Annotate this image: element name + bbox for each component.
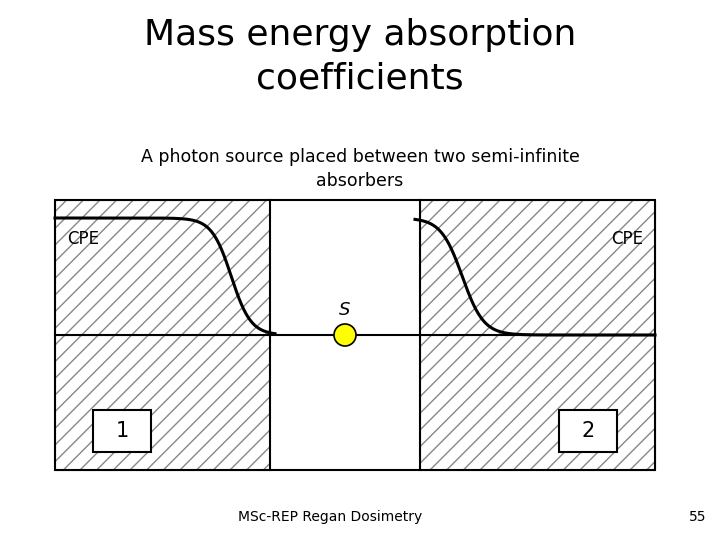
Text: 2: 2: [581, 421, 595, 441]
Text: A photon source placed between two semi-infinite
absorbers: A photon source placed between two semi-…: [140, 148, 580, 190]
Circle shape: [334, 324, 356, 346]
Bar: [420, 200, 655, 335]
Text: Mass energy absorption
coefficients: Mass energy absorption coefficients: [144, 18, 576, 96]
Text: 55: 55: [688, 510, 706, 524]
Bar: [93, 410, 151, 452]
Bar: [55, 335, 270, 470]
Bar: [270, 200, 420, 470]
Bar: [55, 200, 655, 470]
Bar: [55, 200, 270, 335]
Text: CPE: CPE: [67, 230, 99, 248]
Text: MSc-REP Regan Dosimetry: MSc-REP Regan Dosimetry: [238, 510, 422, 524]
Text: S: S: [339, 301, 351, 319]
Bar: [420, 335, 655, 470]
Text: 1: 1: [115, 421, 129, 441]
Text: CPE: CPE: [611, 230, 643, 248]
Bar: [559, 410, 617, 452]
